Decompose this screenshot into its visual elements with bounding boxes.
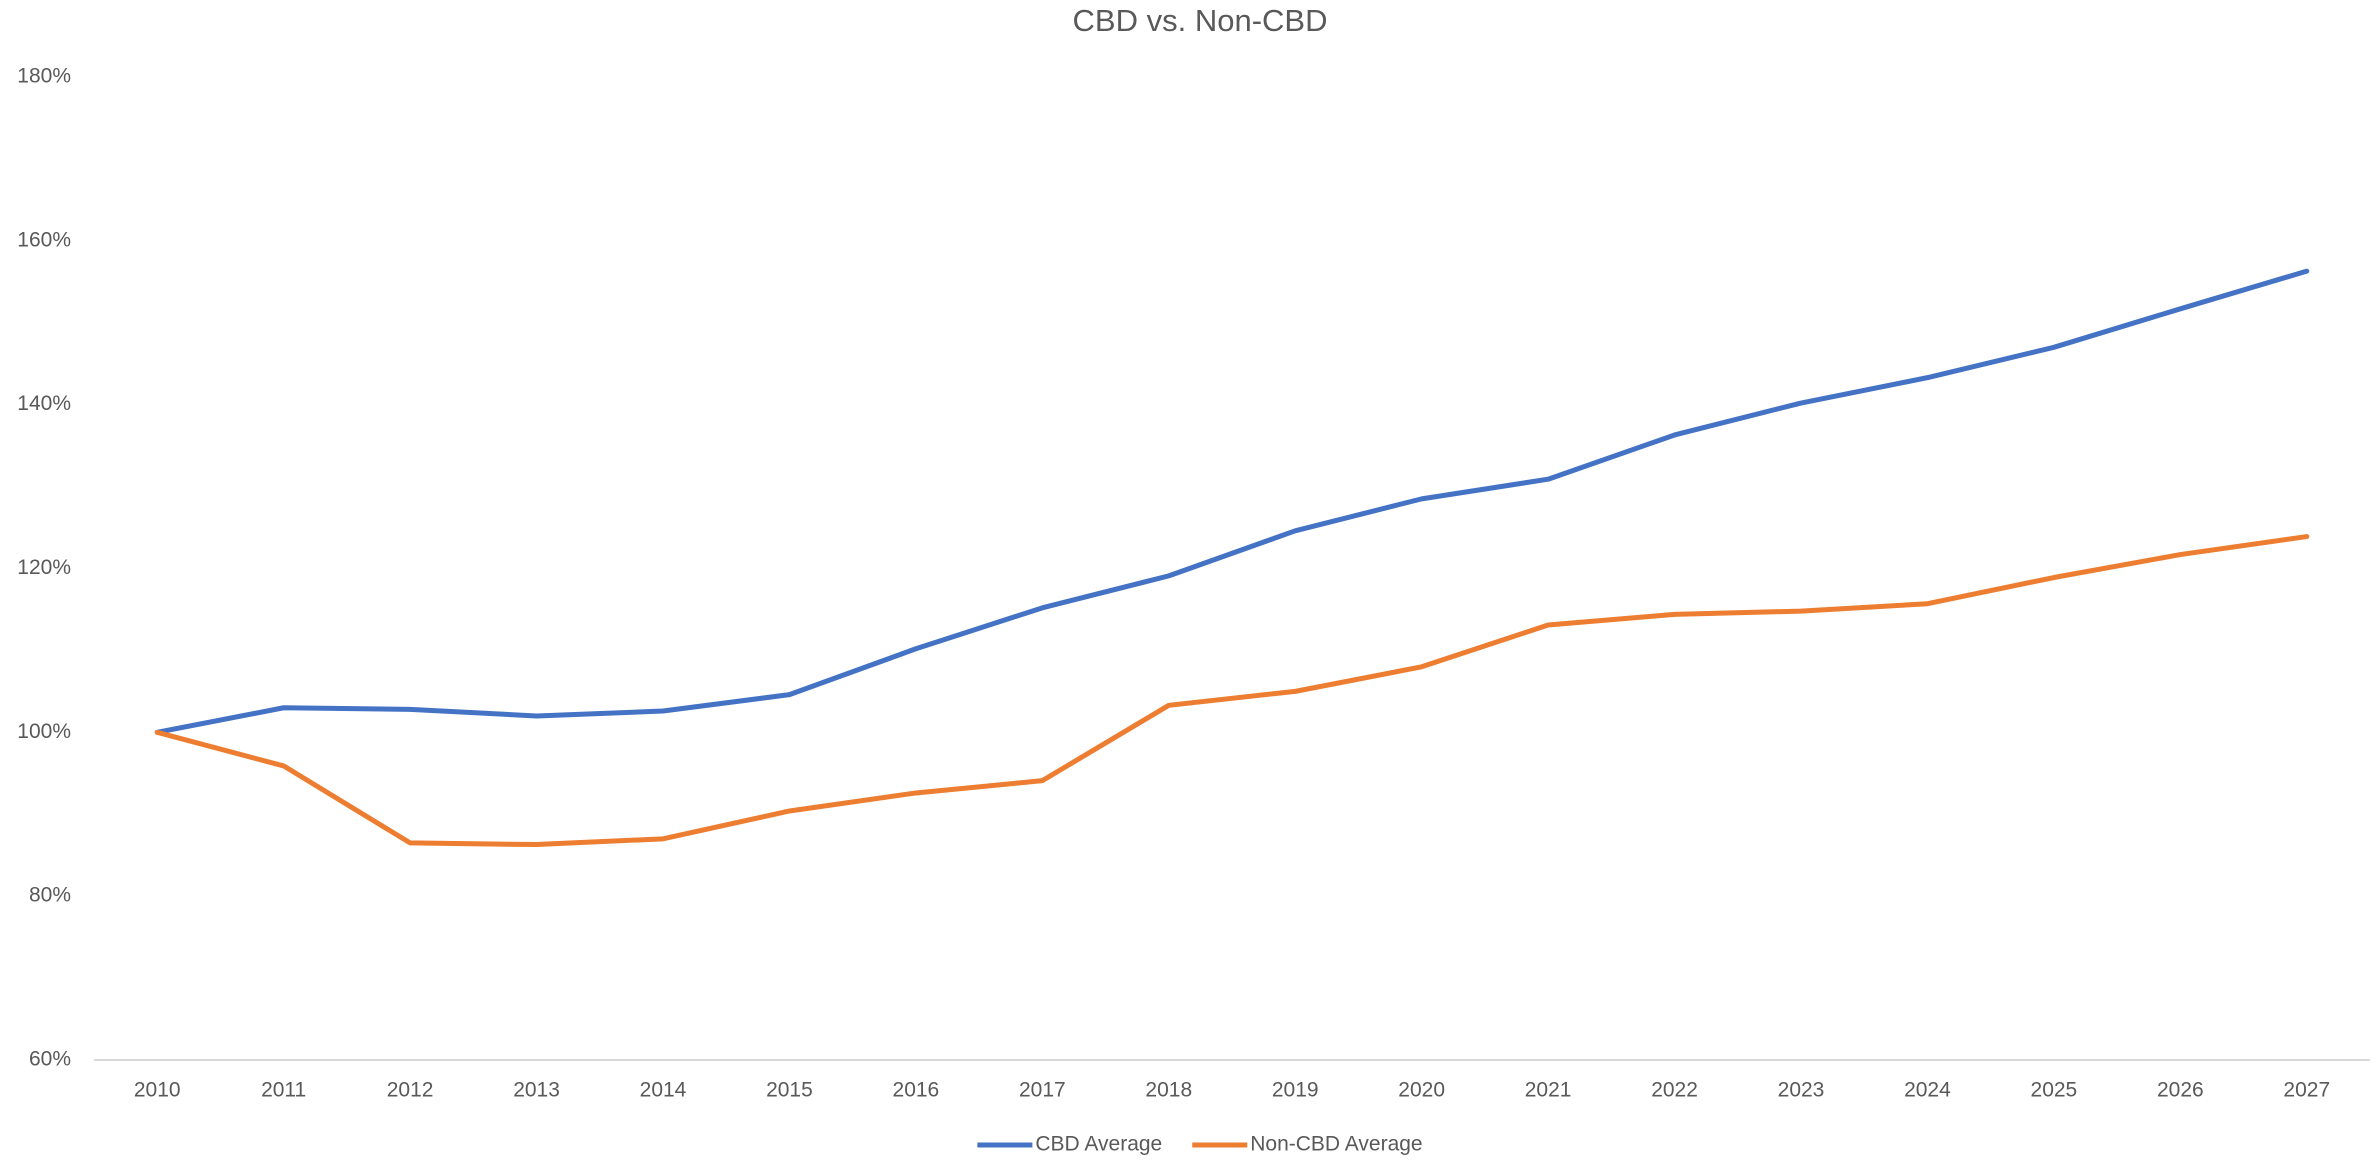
x-tick-label: 2012: [387, 1079, 434, 1102]
legend-label: Non-CBD Average: [1250, 1133, 1422, 1156]
x-tick-label: 2022: [1651, 1079, 1698, 1102]
y-tick-label: 120%: [17, 556, 71, 579]
series-line: [154, 268, 2310, 735]
x-tick-label: 2026: [2157, 1079, 2204, 1102]
x-tick-label: 2020: [1398, 1079, 1445, 1102]
x-tick-label: 2027: [2283, 1079, 2330, 1102]
x-tick-label: 2018: [1145, 1079, 1192, 1102]
legend-label: CBD Average: [1035, 1133, 1162, 1156]
x-tick-label: 2021: [1525, 1079, 1572, 1102]
x-tick-label: 2014: [640, 1079, 687, 1102]
x-tick-label: 2013: [513, 1079, 560, 1102]
y-tick-label: 60%: [29, 1048, 71, 1071]
y-tick-label: 80%: [29, 884, 71, 907]
x-tick-label: 2011: [261, 1079, 306, 1102]
y-tick-label: 180%: [17, 65, 71, 88]
chart-title: CBD vs. Non-CBD: [1073, 3, 1328, 38]
y-tick-label: 160%: [17, 228, 71, 251]
x-tick-label: 2019: [1272, 1079, 1319, 1102]
x-tick-label: 2023: [1778, 1079, 1825, 1102]
x-tick-label: 2025: [2031, 1079, 2078, 1102]
x-tick-label: 2015: [766, 1079, 813, 1102]
x-tick-label: 2024: [1904, 1079, 1951, 1102]
x-tick-label: 2016: [893, 1079, 940, 1102]
x-tick-label: 2010: [134, 1079, 181, 1102]
x-tick-label: 2017: [1019, 1079, 1066, 1102]
y-tick-label: 140%: [17, 392, 71, 415]
series-line: [154, 534, 2310, 848]
y-tick-label: 100%: [17, 720, 71, 743]
